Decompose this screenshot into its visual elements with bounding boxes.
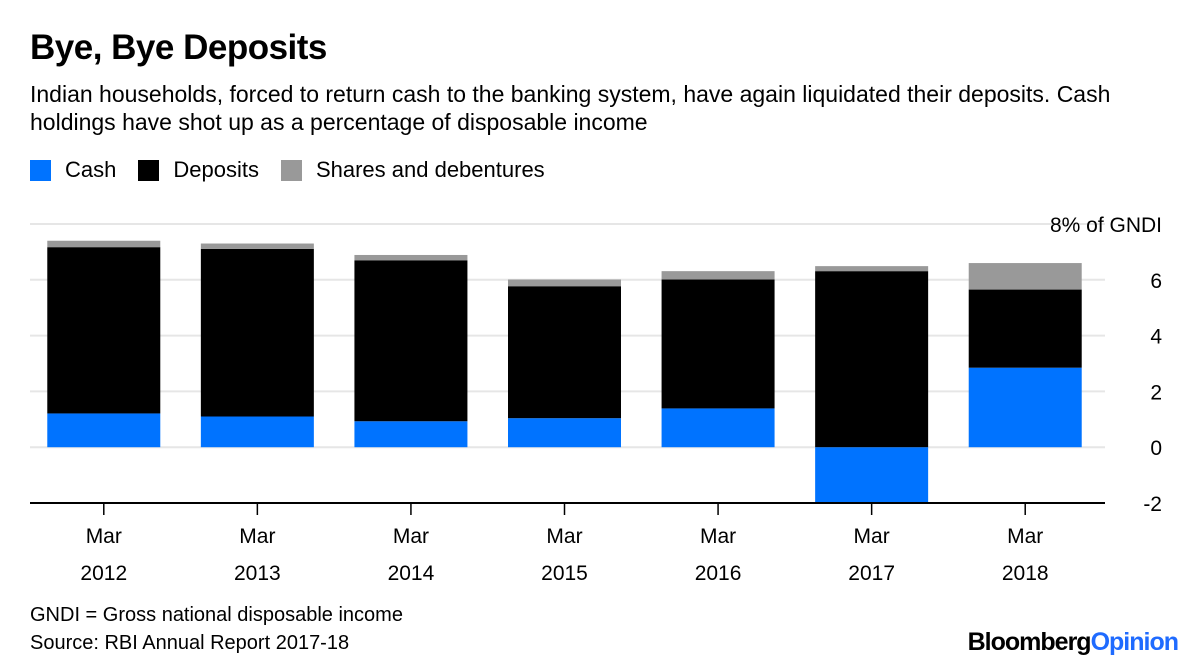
legend-item-shares: Shares and debentures — [280, 157, 545, 183]
bar-shares-and-debentures — [508, 279, 621, 287]
bar-shares-and-debentures — [815, 266, 929, 272]
bar-deposits — [47, 247, 161, 414]
x-tick-label: 2015 — [541, 562, 588, 585]
x-tick-label: 2018 — [1002, 562, 1049, 585]
bar-shares-and-debentures — [968, 263, 1082, 290]
x-tick-label: Mar — [854, 525, 890, 548]
legend-label: Shares and debentures — [315, 157, 545, 182]
bar-cash — [508, 418, 621, 448]
source: Source: RBI Annual Report 2017-18 — [30, 632, 350, 654]
legend-label: Cash — [65, 157, 117, 182]
bar-cash — [200, 416, 314, 448]
x-tick-label: Mar — [546, 525, 582, 548]
x-tick-label: 2013 — [234, 562, 281, 585]
chart-title: Bye, Bye Deposits — [30, 28, 327, 67]
legend-swatch — [280, 159, 302, 181]
x-tick-label: Mar — [393, 525, 429, 548]
x-tick-label: Mar — [239, 525, 275, 548]
legend-swatch — [138, 159, 160, 181]
bar-deposits — [661, 279, 775, 409]
bar-deposits — [200, 248, 314, 417]
x-tick-label: Mar — [1007, 525, 1043, 548]
y-tick-label: -2 — [1143, 493, 1162, 516]
x-tick-label: Mar — [86, 525, 122, 548]
bar-cash — [47, 413, 161, 448]
bar-shares-and-debentures — [200, 243, 314, 249]
x-tick-label: 2012 — [80, 562, 127, 585]
bar-deposits — [968, 289, 1082, 368]
x-tick-label: 2016 — [695, 562, 742, 585]
bar-deposits — [815, 271, 929, 448]
bar-cash — [968, 367, 1082, 448]
x-tick-label: Mar — [700, 525, 736, 548]
y-tick-label: 2 — [1150, 381, 1162, 404]
footnote: GNDI = Gross national disposable income — [30, 604, 403, 626]
legend-label: Deposits — [173, 157, 259, 182]
legend: Cash Deposits Shares and debentures — [30, 157, 567, 183]
y-tick-label: 8% of GNDI — [1050, 214, 1162, 237]
chart-subtitle: Indian households, forced to return cash… — [30, 81, 1111, 135]
legend-swatch — [30, 159, 51, 181]
bar-deposits — [354, 260, 468, 422]
x-tick-label: 2017 — [848, 562, 895, 585]
bar-shares-and-debentures — [661, 271, 775, 280]
x-tick-label: 2014 — [388, 562, 435, 585]
legend-item-cash: Cash — [30, 157, 116, 183]
y-tick-label: 6 — [1150, 270, 1162, 293]
bar-deposits — [508, 286, 621, 419]
bar-shares-and-debentures — [47, 240, 161, 248]
bar-cash — [661, 408, 775, 448]
bar-shares-and-debentures — [354, 254, 468, 261]
brand-logo: BloombergOpinion — [967, 628, 1179, 656]
bar-cash — [354, 421, 468, 448]
bar-cash — [815, 447, 929, 503]
legend-item-deposits: Deposits — [138, 157, 259, 183]
y-tick-label: 4 — [1150, 326, 1162, 349]
y-tick-label: 0 — [1150, 437, 1162, 460]
